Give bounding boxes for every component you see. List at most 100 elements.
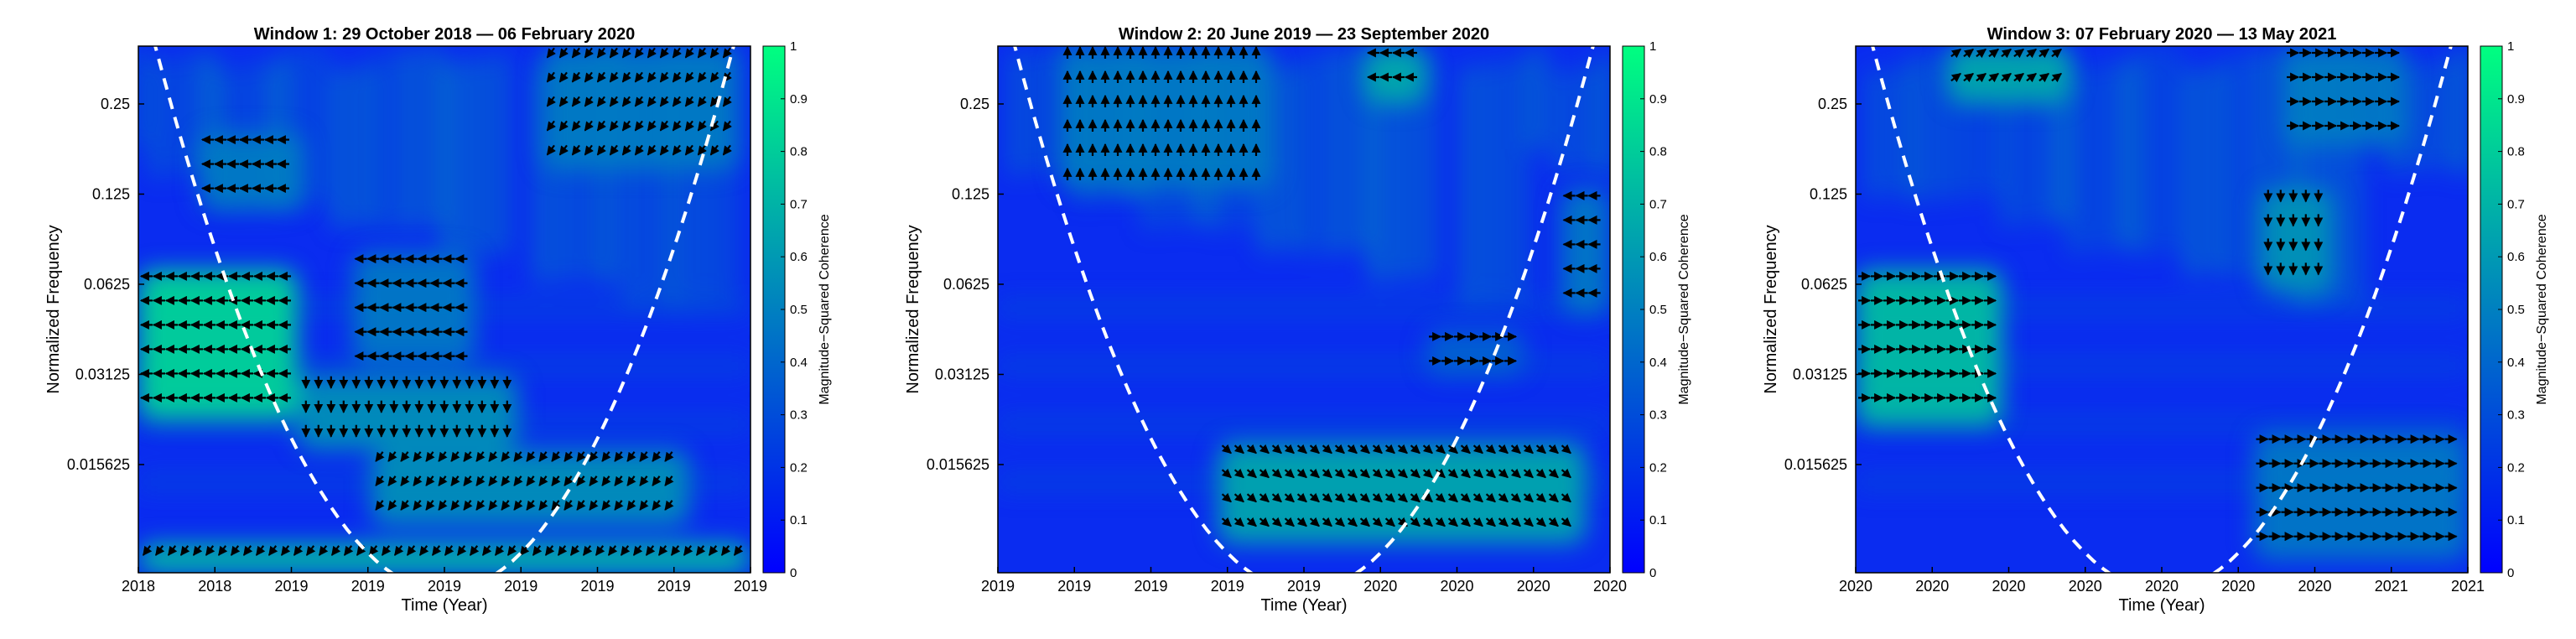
- phase-arrow: [1963, 72, 1974, 83]
- x-tick-label: 2019: [274, 578, 308, 595]
- phase-arrow: [1384, 444, 1395, 455]
- phase-arrow: [267, 545, 278, 556]
- phase-arrow: [595, 545, 605, 556]
- phase-arrow: [683, 545, 693, 556]
- coherence-region: [1856, 269, 2003, 427]
- phase-arrow: [1535, 444, 1546, 455]
- panel-title: Window 2: 20 June 2019 — 23 September 20…: [1119, 25, 1489, 44]
- phase-arrow: [571, 120, 581, 132]
- phase-arrow: [1548, 468, 1559, 479]
- phase-arrow: [564, 500, 574, 511]
- colorbar-label: Magnitude−Squared Coherence: [2535, 214, 2549, 404]
- phase-arrow: [1523, 468, 1534, 479]
- phase-arrow: [1422, 517, 1433, 527]
- phase-arrow: [1271, 517, 1282, 527]
- phase-arrow: [375, 500, 385, 511]
- phase-arrow: [1523, 517, 1534, 527]
- phase-arrow: [469, 545, 480, 556]
- phase-arrow: [634, 120, 644, 132]
- phase-arrow: [659, 120, 669, 132]
- phase-arrow: [722, 47, 732, 59]
- phase-arrow: [242, 545, 253, 556]
- phase-arrow: [1447, 517, 1458, 527]
- phase-arrow: [1410, 517, 1420, 527]
- phase-arrow: [167, 545, 178, 556]
- phase-arrow: [2026, 72, 2037, 83]
- y-tick-label: 0.125: [1810, 185, 1847, 202]
- phase-arrow: [1284, 444, 1295, 455]
- x-tick-label: 2019: [734, 578, 767, 595]
- texture-streak: [2069, 68, 2085, 252]
- colorbar-tick-label: 0.5: [1649, 303, 1667, 317]
- phase-arrow: [205, 545, 216, 556]
- phase-arrow: [481, 545, 492, 556]
- x-tick-label: 2019: [580, 578, 614, 595]
- phase-arrow: [1347, 492, 1358, 503]
- phase-arrow: [1296, 492, 1307, 503]
- phase-arrow: [444, 545, 454, 556]
- colorbar-tick-label: 0.2: [1649, 460, 1667, 475]
- x-tick-label: 2021: [2375, 578, 2408, 595]
- phase-arrow: [1472, 517, 1483, 527]
- phase-arrow: [488, 500, 498, 511]
- x-tick-label: 2019: [657, 578, 691, 595]
- phase-arrow: [1485, 444, 1496, 455]
- y-tick-label: 0.015625: [67, 456, 130, 473]
- phase-arrow: [1963, 48, 1974, 59]
- phase-arrow: [647, 71, 657, 83]
- phase-arrow: [1309, 444, 1320, 455]
- texture-band: [1856, 414, 2468, 434]
- phase-arrow: [571, 96, 581, 107]
- texture-streak: [425, 48, 441, 227]
- phase-arrow: [645, 545, 656, 556]
- x-tick-label: 2021: [2451, 578, 2485, 595]
- phase-arrow: [1359, 468, 1370, 479]
- phase-arrow: [1561, 517, 1571, 527]
- phase-arrow: [179, 545, 190, 556]
- panel-title: Window 1: 29 October 2018 — 06 February …: [254, 25, 635, 44]
- phase-arrow: [596, 120, 606, 132]
- phase-arrow: [431, 545, 442, 556]
- texture-streak: [1511, 60, 1527, 304]
- phase-arrow: [475, 475, 486, 486]
- phase-arrow: [1347, 444, 1358, 455]
- phase-arrow: [709, 47, 719, 59]
- phase-arrow: [1284, 492, 1295, 503]
- phase-arrow: [1447, 492, 1458, 503]
- colorbar-label: Magnitude−Squared Coherence: [1677, 214, 1691, 404]
- x-tick-label: 2020: [1839, 578, 1872, 595]
- phase-arrow: [1410, 468, 1420, 479]
- x-axis-label: Time (Year): [1261, 596, 1348, 615]
- phase-arrow: [722, 96, 732, 107]
- phase-arrow: [1334, 517, 1345, 527]
- phase-arrow: [571, 47, 581, 59]
- phase-arrow: [601, 451, 611, 462]
- texture-streak: [468, 59, 484, 256]
- phase-arrow: [1472, 492, 1483, 503]
- phase-arrow: [1510, 492, 1521, 503]
- colorbar-tick-label: 1: [2507, 39, 2514, 54]
- phase-arrow: [1221, 468, 1232, 479]
- cone-of-influence: [1013, 46, 1595, 573]
- phase-arrow: [659, 96, 669, 107]
- x-tick-label: 2020: [1363, 578, 1397, 595]
- phase-arrow: [2038, 48, 2049, 59]
- x-tick-label: 2020: [1440, 578, 1473, 595]
- phase-arrow: [634, 96, 644, 107]
- phase-arrow: [1460, 468, 1471, 479]
- phase-arrow: [614, 500, 624, 511]
- phase-arrow: [1561, 444, 1571, 455]
- colorbar-tick-label: 0.1: [790, 513, 808, 527]
- phase-arrow: [1271, 492, 1282, 503]
- phase-arrow: [538, 451, 548, 462]
- phase-arrow: [1447, 444, 1458, 455]
- texture-streak: [2094, 65, 2109, 251]
- phase-arrow: [217, 545, 228, 556]
- heatmap-area: [1856, 46, 2468, 573]
- texture-streak: [1394, 59, 1410, 280]
- phase-arrow: [1976, 72, 1987, 83]
- phase-arrow: [1309, 517, 1320, 527]
- phase-arrow: [413, 500, 423, 511]
- phase-arrow: [1460, 444, 1471, 455]
- phase-arrow: [546, 144, 556, 156]
